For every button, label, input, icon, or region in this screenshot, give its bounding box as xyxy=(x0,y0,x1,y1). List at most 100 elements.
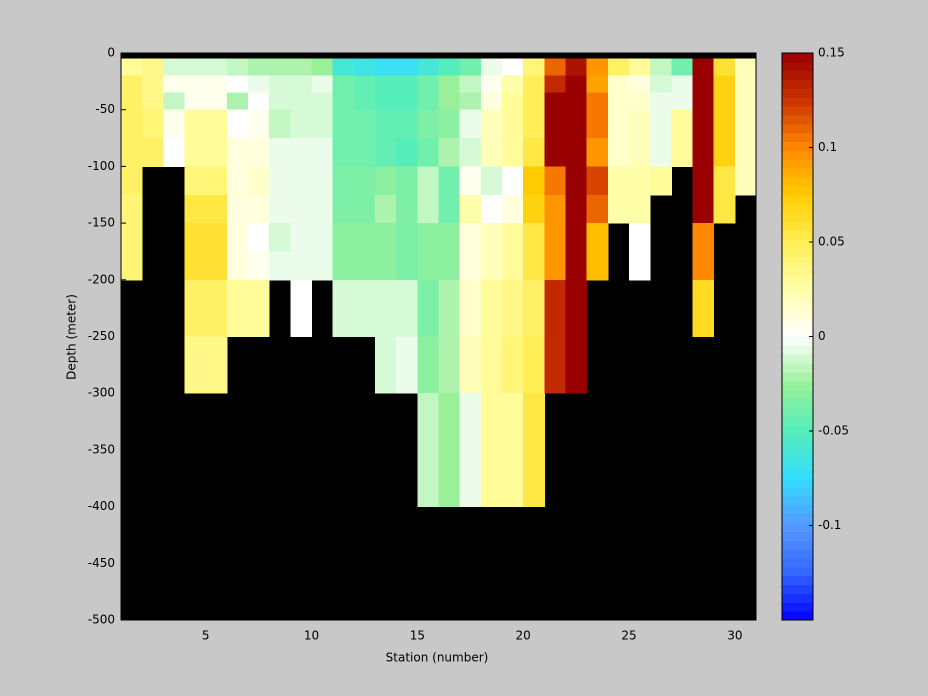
cell xyxy=(629,109,651,139)
cell xyxy=(650,58,672,77)
cell xyxy=(184,109,207,139)
cell xyxy=(502,58,524,77)
cell xyxy=(396,194,418,224)
cell xyxy=(544,279,566,309)
cell xyxy=(375,109,397,139)
colorbar-segment xyxy=(782,513,813,524)
cell xyxy=(523,364,545,394)
cell xyxy=(184,308,207,337)
cell xyxy=(417,194,439,224)
cell xyxy=(163,109,185,139)
cell xyxy=(438,279,461,309)
colorbar-segment xyxy=(782,380,813,391)
cell xyxy=(417,251,439,281)
cell xyxy=(438,223,461,252)
cell xyxy=(713,166,736,196)
colorbar-segment xyxy=(782,239,813,249)
cell xyxy=(480,421,503,451)
cell xyxy=(269,75,291,94)
cell xyxy=(607,166,630,196)
colorbar-segment xyxy=(782,301,813,311)
colorbar-tick-label: 0 xyxy=(818,329,826,343)
cell xyxy=(650,75,672,94)
cell xyxy=(417,166,439,196)
cell xyxy=(438,166,461,196)
cell xyxy=(502,75,524,94)
cell xyxy=(396,308,418,337)
cell xyxy=(438,251,461,281)
cell xyxy=(523,58,545,77)
cell xyxy=(438,336,461,366)
cell xyxy=(480,308,503,337)
colorbar-segment xyxy=(782,602,813,612)
cell xyxy=(692,166,715,196)
cell xyxy=(692,58,715,77)
cell xyxy=(332,308,355,337)
cell xyxy=(671,109,693,139)
colorbar-segment xyxy=(782,88,813,98)
cell xyxy=(586,166,609,196)
cell xyxy=(586,75,609,94)
cell xyxy=(375,138,397,167)
cell xyxy=(142,58,164,77)
cell xyxy=(269,138,291,167)
cell xyxy=(142,92,164,111)
cell xyxy=(629,58,651,77)
colorbar-segment xyxy=(782,97,813,107)
cell xyxy=(480,109,503,139)
colorbar-tick-label: -0.05 xyxy=(818,424,849,438)
colorbar-segment xyxy=(782,425,813,435)
cell xyxy=(565,279,588,309)
cell xyxy=(396,92,418,111)
colorbar-segment xyxy=(782,522,813,532)
cell xyxy=(650,138,672,167)
cell xyxy=(692,308,715,337)
cell xyxy=(523,421,545,451)
cell xyxy=(692,194,715,224)
colorbar-segment xyxy=(782,274,813,284)
cell xyxy=(375,336,397,366)
cell xyxy=(480,336,503,366)
cell xyxy=(629,166,651,196)
colorbar-segment xyxy=(782,451,813,462)
cell xyxy=(311,92,334,111)
colorbar-segment xyxy=(782,557,813,568)
cell xyxy=(523,308,545,337)
colorbar-segment xyxy=(782,611,813,621)
cell xyxy=(417,364,439,394)
colorbar-segment xyxy=(782,478,813,488)
cell xyxy=(248,109,270,139)
cell xyxy=(544,138,566,167)
cell xyxy=(205,92,228,111)
cell xyxy=(671,138,693,167)
cell xyxy=(523,478,545,508)
cell xyxy=(121,194,143,224)
colorbar-segment xyxy=(782,61,813,72)
x-tick-label: 20 xyxy=(516,629,531,643)
cell xyxy=(353,223,376,252)
cell xyxy=(226,75,249,94)
colorbar-segment xyxy=(782,549,813,559)
cell xyxy=(332,279,355,309)
cell xyxy=(671,75,693,94)
cell xyxy=(248,194,270,224)
colorbar-segment xyxy=(782,292,813,302)
cell xyxy=(523,336,545,366)
cell xyxy=(502,251,524,281)
colorbar-segment xyxy=(782,309,813,320)
cell xyxy=(459,308,482,337)
cell xyxy=(396,138,418,167)
x-tick-label: 5 xyxy=(202,629,210,643)
cell xyxy=(438,478,461,508)
cell xyxy=(586,194,609,224)
cell xyxy=(459,92,482,111)
cell xyxy=(480,393,503,423)
cell xyxy=(375,308,397,337)
colorbar-segment xyxy=(782,247,813,258)
cell xyxy=(396,279,418,309)
cell xyxy=(205,58,228,77)
cell xyxy=(311,223,334,252)
cell xyxy=(311,58,334,77)
cell xyxy=(353,92,376,111)
colorbar-segment xyxy=(782,584,813,594)
